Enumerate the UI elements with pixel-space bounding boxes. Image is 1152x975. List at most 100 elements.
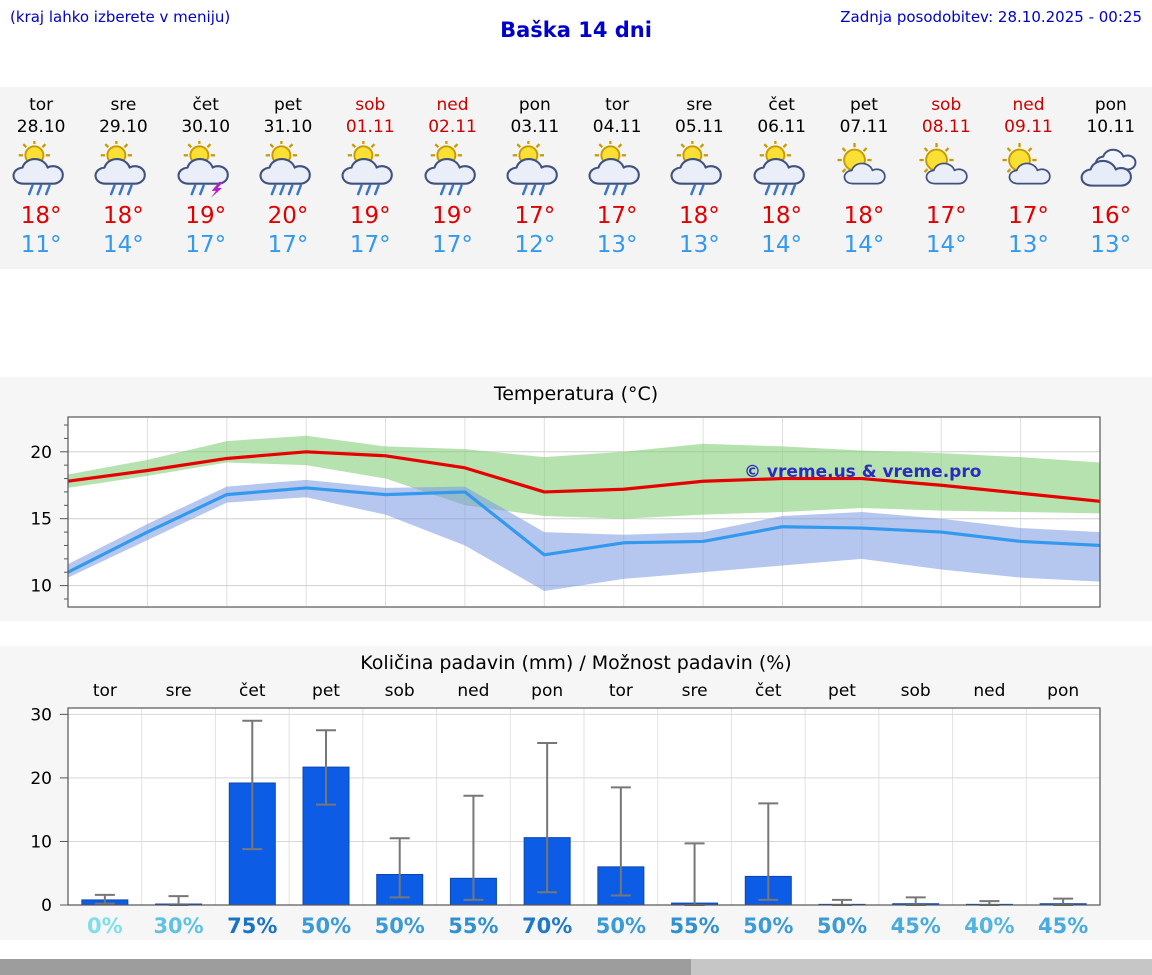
- day-date: 30.10: [181, 117, 231, 137]
- forecast-day-3[interactable]: čet 30.10 19° 17°: [165, 94, 247, 260]
- temp-high: 19°: [432, 203, 473, 229]
- temp-low: 17°: [349, 232, 391, 258]
- day-date: 05.11: [675, 117, 724, 137]
- temp-low: 13°: [1090, 232, 1132, 258]
- sun-cloud-heavy-rain-icon: [247, 139, 329, 199]
- forecast-day-4[interactable]: pet 31.10 20° 17°: [247, 94, 329, 260]
- svg-text:30: 30: [30, 705, 52, 725]
- temp-high: 17°: [596, 203, 638, 229]
- day-name: sre: [686, 95, 713, 115]
- header: (kraj lahko izberete v meniju) Baška 14 …: [0, 0, 1152, 87]
- precip-probability: 50%: [596, 914, 646, 938]
- sun-cloud-storm-icon: [165, 139, 247, 199]
- temp-low: 14°: [103, 232, 144, 258]
- day-date: 04.11: [592, 117, 642, 137]
- precip-probability: 40%: [964, 914, 1014, 938]
- precip-probability: 70%: [522, 914, 572, 938]
- temp-low: 17°: [432, 232, 473, 258]
- day-name: sob: [931, 95, 962, 115]
- temp-low: 11°: [20, 232, 62, 258]
- forecast-day-10[interactable]: čet 06.11 18° 14°: [741, 94, 823, 260]
- scrollbar-thumb[interactable]: [0, 959, 692, 975]
- temperature-chart: 10 15 20 © vreme.us & vreme.pro: [30, 416, 1101, 608]
- temp-low: 12°: [514, 232, 556, 258]
- temp-high: 18°: [20, 203, 62, 229]
- precip-probability: 50%: [301, 914, 351, 938]
- day-name: pon: [518, 95, 551, 115]
- svg-text:čet: čet: [755, 681, 782, 701]
- temp-high: 19°: [349, 203, 391, 229]
- svg-text:20: 20: [30, 769, 52, 789]
- forecast-day-7[interactable]: pon 03.11 17° 12°: [494, 94, 576, 260]
- temp-high: 20°: [267, 203, 309, 229]
- day-date: 09.11: [1004, 117, 1053, 137]
- svg-text:tor: tor: [609, 681, 633, 701]
- sun-cloud-icon: [823, 139, 905, 199]
- precip-probability: 75%: [227, 914, 277, 938]
- cloud-icon: [1070, 139, 1152, 199]
- day-name: sre: [110, 95, 137, 115]
- temp-low: 13°: [679, 232, 720, 258]
- day-name: tor: [605, 95, 630, 115]
- forecast-day-12[interactable]: sob 08.11 17° 14°: [905, 94, 987, 260]
- day-date: 28.10: [16, 117, 66, 137]
- forecast-day-2[interactable]: sre 29.10 18° 14°: [82, 94, 164, 260]
- svg-text:čet: čet: [239, 681, 266, 701]
- precipitation-section: Količina padavin (mm) / Možnost padavin …: [0, 646, 1152, 940]
- temp-low: 14°: [761, 232, 803, 258]
- forecast-day-1[interactable]: tor 28.10 18° 11°: [0, 94, 82, 260]
- forecast-day-11[interactable]: pet 07.11 18° 14°: [823, 94, 905, 260]
- temp-low: 14°: [925, 232, 967, 258]
- forecast-day-5[interactable]: sob 01.11 19° 17°: [329, 94, 411, 260]
- svg-text:10: 10: [30, 832, 52, 852]
- day-name: tor: [29, 95, 54, 115]
- temp-high: 18°: [761, 203, 803, 229]
- svg-text:© vreme.us & vreme.pro: © vreme.us & vreme.pro: [744, 462, 981, 482]
- precip-probability: 55%: [669, 914, 719, 938]
- temp-high: 19°: [185, 203, 227, 229]
- temp-high: 18°: [679, 203, 720, 229]
- temperature-section: Temperatura (°C) 10 15 20 © vreme.us & vrem…: [0, 377, 1152, 621]
- temp-high: 17°: [1008, 203, 1049, 229]
- temp-low: 17°: [267, 232, 309, 258]
- temp-high: 18°: [843, 203, 885, 229]
- day-date: 31.10: [263, 117, 313, 137]
- precipitation-chart-title: Količina padavin (mm) / Možnost padavin …: [360, 652, 792, 674]
- day-name: ned: [436, 95, 469, 115]
- sun-cloud-heavy-rain-icon: [741, 139, 823, 199]
- forecast-day-14[interactable]: pon 10.11 16° 13°: [1070, 94, 1152, 260]
- day-name: čet: [192, 95, 219, 115]
- svg-text:tor: tor: [93, 681, 117, 701]
- temp-high: 16°: [1090, 203, 1132, 229]
- day-name: ned: [1012, 95, 1045, 115]
- sun-cloud-icon: [987, 139, 1069, 199]
- sun-cloud-rain-icon: [329, 139, 411, 199]
- precip-probability: 50%: [817, 914, 867, 938]
- svg-text:ned: ned: [973, 681, 1005, 701]
- temp-low: 14°: [843, 232, 885, 258]
- forecast-day-9[interactable]: sre 05.11 18° 13°: [658, 94, 740, 260]
- horizontal-scrollbar[interactable]: [0, 959, 1152, 975]
- svg-text:sre: sre: [682, 681, 708, 701]
- svg-text:0: 0: [41, 896, 52, 916]
- svg-text:pon: pon: [1047, 681, 1079, 701]
- location-menu-hint[interactable]: (kraj lahko izberete v meniju): [10, 8, 231, 26]
- svg-text:pet: pet: [828, 681, 856, 701]
- temperature-chart-title: Temperatura (°C): [493, 383, 659, 405]
- precip-probability: 45%: [891, 914, 941, 938]
- svg-text:sre: sre: [166, 681, 192, 701]
- precip-probability: 30%: [153, 914, 203, 938]
- sun-cloud-rain-icon: [82, 139, 164, 199]
- forecast-day-6[interactable]: ned 02.11 19° 17°: [411, 94, 493, 260]
- day-date: 02.11: [428, 117, 477, 137]
- day-date: 06.11: [757, 117, 806, 137]
- forecast-day-8[interactable]: tor 04.11 17° 13°: [576, 94, 658, 260]
- precip-probability: 55%: [448, 914, 498, 938]
- svg-text:20: 20: [30, 443, 52, 463]
- precip-probability: 50%: [743, 914, 793, 938]
- svg-text:pon: pon: [531, 681, 563, 701]
- day-date: 07.11: [839, 117, 889, 137]
- forecast-day-13[interactable]: ned 09.11 17° 13°: [987, 94, 1069, 260]
- day-date: 10.11: [1086, 117, 1136, 137]
- forecast-strip: tor 28.10 18° 11° sre 29.10 18° 14° čet 30.10 19° 1…: [0, 87, 1152, 269]
